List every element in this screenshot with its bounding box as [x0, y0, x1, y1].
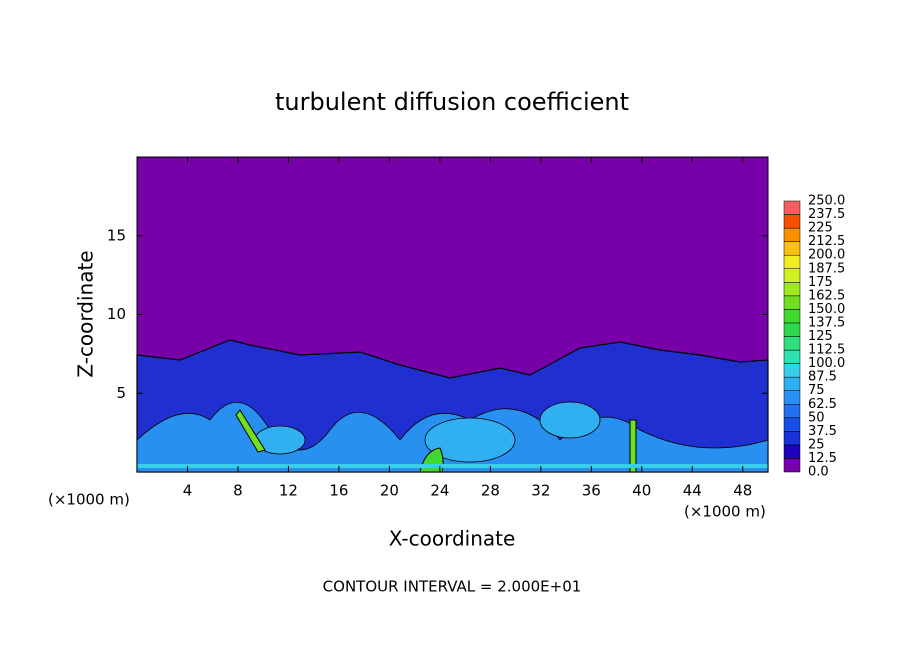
chart-title: turbulent diffusion coefficient [275, 88, 629, 116]
x-tick-label: 28 [481, 482, 500, 500]
colorbar-swatch [783, 268, 801, 283]
colorbar-label: 237.5 [808, 207, 845, 222]
colorbar-label: 50 [808, 410, 825, 425]
colorbar-swatch [783, 227, 801, 242]
x-tick-label: 40 [632, 482, 651, 500]
colorbar-swatch [783, 376, 801, 391]
colorbar-swatch [783, 295, 801, 310]
colorbar-label: 112.5 [808, 343, 845, 358]
colorbar-swatch [783, 390, 801, 405]
colorbar-label: 125 [808, 329, 833, 344]
colorbar-swatch [783, 431, 801, 446]
colorbar-label: 175 [808, 275, 833, 290]
colorbar-swatch [783, 417, 801, 432]
colorbar-swatch [783, 241, 801, 256]
colorbar-label: 162.5 [808, 288, 845, 303]
colorbar-label: 187.5 [808, 261, 845, 276]
colorbar-label: 250.0 [808, 194, 845, 209]
colorbar-label: 37.5 [808, 424, 837, 439]
colorbar-label: 137.5 [808, 315, 845, 330]
field-region [137, 464, 768, 468]
colorbar-swatch [783, 404, 801, 419]
field [136, 157, 769, 473]
colorbar-swatch [783, 458, 801, 473]
y-tick-label: 10 [107, 305, 126, 323]
x-unit-label: (×1000 m) [684, 503, 766, 521]
x-tick-label: 12 [279, 482, 298, 500]
x-tick-label: 20 [380, 482, 399, 500]
colorbar-label: 212.5 [808, 234, 845, 249]
x-tick-label: 48 [733, 482, 752, 500]
y-tick-label: 15 [107, 226, 126, 244]
field-region [539, 401, 601, 439]
footnote: CONTOUR INTERVAL = 2.000E+01 [323, 578, 582, 596]
colorbar-label: 100.0 [808, 356, 845, 371]
colorbar-label: 62.5 [808, 397, 837, 412]
colorbar-label: 0.0 [808, 465, 829, 480]
colorbar-swatch [783, 214, 801, 229]
x-tick-label: 24 [430, 482, 449, 500]
field-region [424, 417, 516, 463]
field-region [235, 409, 266, 453]
x-tick-label: 4 [183, 482, 193, 500]
x-axis-label: X-coordinate [389, 527, 516, 551]
colorbar-label: 75 [808, 383, 825, 398]
colorbar-swatch [783, 444, 801, 459]
colorbar-label: 12.5 [808, 451, 837, 466]
x-tick-label: 32 [531, 482, 550, 500]
y-axis-label: Z-coordinate [74, 250, 98, 377]
colorbar-swatch [783, 322, 801, 337]
colorbar-swatch [783, 336, 801, 351]
colorbar-label: 225 [808, 221, 833, 236]
x-tick-label: 8 [233, 482, 243, 500]
colorbar-label: 150.0 [808, 302, 845, 317]
x-tick-label: 44 [683, 482, 702, 500]
colorbar-swatch [783, 282, 801, 297]
x-unit-label: (×1000 m) [48, 491, 130, 509]
colorbar-swatch [783, 309, 801, 324]
colorbar-label: 200.0 [808, 248, 845, 263]
colorbar-label: 87.5 [808, 370, 837, 385]
colorbar-swatch [783, 200, 801, 215]
colorbar-swatch [783, 363, 801, 378]
colorbar-swatch [783, 349, 801, 364]
colorbar-swatch [783, 254, 801, 269]
x-tick-label: 16 [329, 482, 348, 500]
y-tick-label: 5 [116, 384, 126, 402]
x-tick-label: 36 [582, 482, 601, 500]
colorbar-label: 25 [808, 437, 825, 452]
